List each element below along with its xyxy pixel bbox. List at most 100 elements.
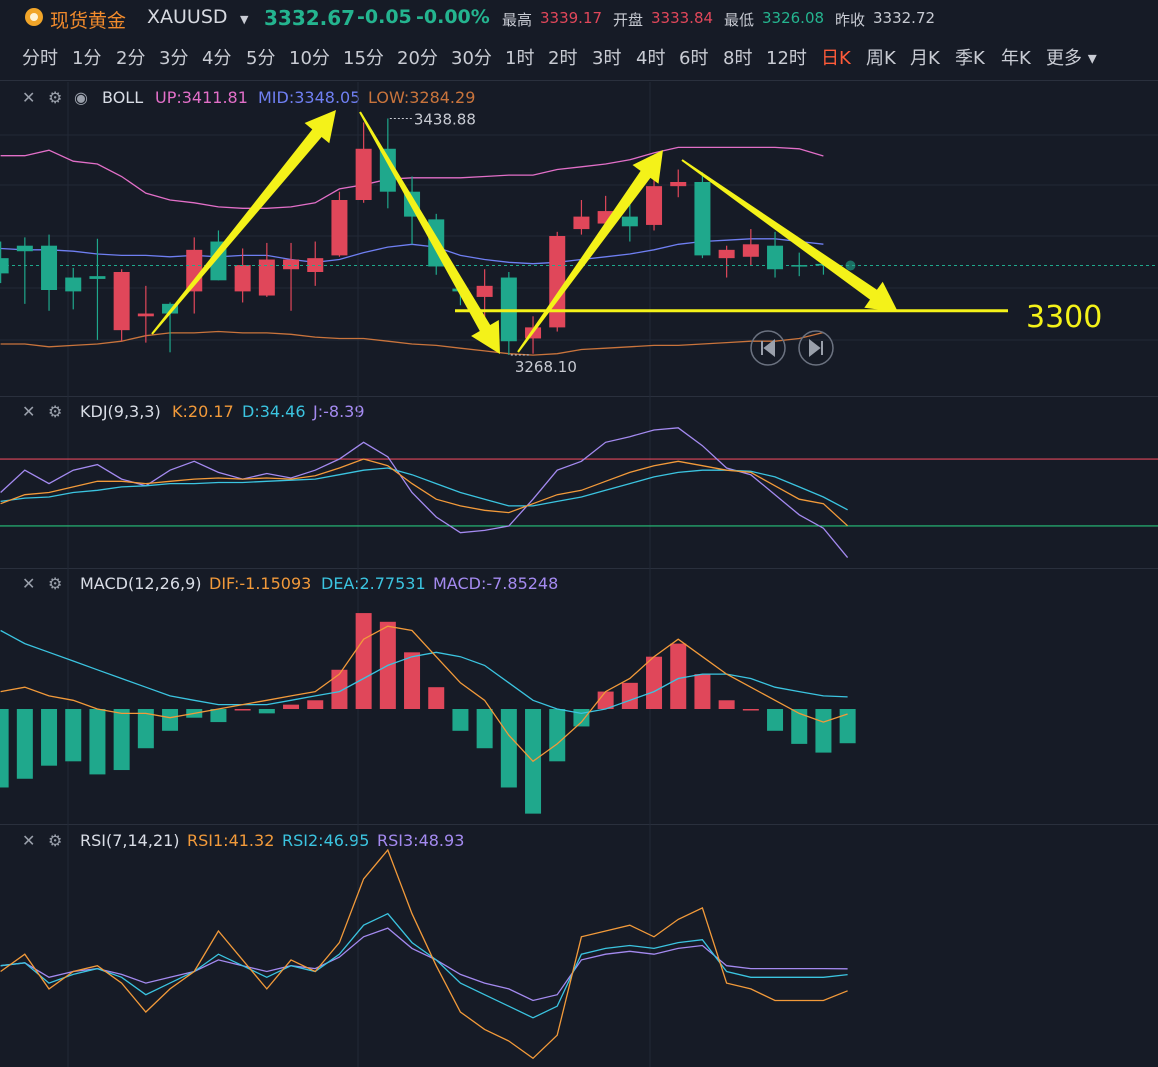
candle-body [113, 272, 130, 331]
close-icon[interactable]: ✕ [22, 402, 36, 421]
candle-body [137, 313, 154, 317]
tab-日K[interactable]: 日K [821, 48, 851, 69]
macd-histogram-bar [89, 709, 106, 775]
tab-1分[interactable]: 1分 [72, 48, 102, 69]
support-level-label: 3300 [1026, 300, 1102, 335]
tab-8时[interactable]: 8时 [723, 48, 753, 69]
tab-周K[interactable]: 周K [866, 48, 896, 69]
tab-30分[interactable]: 30分 [451, 48, 492, 69]
candle-body [234, 265, 251, 292]
candle-body [89, 276, 106, 279]
macd-histogram-bar [234, 709, 251, 711]
tab-4时[interactable]: 4时 [636, 48, 666, 69]
instrument-symbol[interactable]: XAUUSD [147, 6, 228, 28]
skip-forward-icon [809, 338, 823, 358]
candle-body [742, 244, 759, 257]
tab-1时[interactable]: 1时 [505, 48, 535, 69]
gear-icon[interactable]: ⚙ [48, 402, 63, 421]
close-icon[interactable]: ✕ [22, 574, 36, 593]
tab-月K[interactable]: 月K [910, 48, 940, 69]
boll-indicator-name: BOLL [102, 88, 144, 107]
tab-4分[interactable]: 4分 [202, 48, 232, 69]
candle-body [258, 259, 275, 296]
kdj-title-bar: ✕ ⚙ KDJ(9,3,3) K:20.17 D:34.46 J:-8.39 [0, 400, 1158, 424]
macd-histogram-bar [355, 613, 372, 709]
eye-icon[interactable]: ◉ [74, 88, 88, 107]
tab-6时[interactable]: 6时 [679, 48, 709, 69]
macd-indicator-name: MACD(12,26,9) [80, 574, 202, 593]
macd-histogram-bar [694, 674, 711, 709]
tab-2时[interactable]: 2时 [548, 48, 578, 69]
trend-arrow-down-2 [681, 159, 898, 312]
macd-dea-value: DEA:2.77531 [321, 574, 426, 593]
kdj-j-line [0, 427, 849, 559]
replay-forward-button [798, 330, 834, 366]
gear-icon[interactable]: ⚙ [48, 88, 63, 107]
macd-histogram-bar [670, 643, 687, 709]
macd-macd-value: MACD:-7.85248 [433, 574, 559, 593]
tab-10分[interactable]: 10分 [289, 48, 330, 69]
high-mark-label: 3438.88 [414, 110, 476, 128]
tab-15分[interactable]: 15分 [343, 48, 384, 69]
high-label: 最高 [502, 11, 533, 29]
tab-2分[interactable]: 2分 [116, 48, 146, 69]
tab-分时[interactable]: 分时 [22, 48, 58, 69]
macd-dif-line [0, 625, 848, 763]
macd-histogram-bar [16, 709, 33, 779]
candle-body [549, 236, 566, 328]
macd-histogram-bar [646, 656, 663, 709]
candle-body [307, 258, 324, 272]
close-icon[interactable]: ✕ [22, 88, 36, 107]
chevron-down-icon[interactable]: ▼ [240, 13, 249, 26]
macd-histogram-bar [549, 709, 566, 762]
kdj-k-value: K:20.17 [172, 402, 234, 421]
quote-header: 现货黄金 XAUUSD ▼ 3332.67 -0.05 -0.00% 最高 33… [0, 0, 1158, 36]
tab-20分[interactable]: 20分 [397, 48, 438, 69]
macd-histogram-bar [258, 709, 275, 714]
current-price-dot [845, 260, 856, 271]
kdj-j-value: J:-8.39 [313, 402, 365, 421]
kdj-indicator-name: KDJ(9,3,3) [80, 402, 161, 421]
macd-histogram-bar [791, 709, 808, 744]
boll-title-bar: ✕ ⚙ ◉ BOLL UP:3411.81 MID:3348.05 LOW:32… [0, 86, 1158, 110]
tab-3时[interactable]: 3时 [592, 48, 622, 69]
tab-12时[interactable]: 12时 [766, 48, 807, 69]
tab-3分[interactable]: 3分 [159, 48, 189, 69]
candle-body [621, 216, 638, 227]
macd-dif-value: DIF:-1.15093 [209, 574, 312, 593]
boll-lower-line [0, 330, 824, 356]
rsi1-value: RSI1:41.32 [187, 831, 275, 850]
candle-body [355, 148, 372, 200]
trend-arrow-up-1 [151, 110, 336, 335]
gear-icon[interactable]: ⚙ [48, 831, 63, 850]
macd-histogram-bar [621, 682, 638, 709]
tab-年K[interactable]: 年K [1001, 48, 1031, 69]
open-label: 开盘 [613, 11, 644, 29]
tab-5分[interactable]: 5分 [246, 48, 276, 69]
candle-body [767, 245, 784, 270]
candle-body [162, 303, 179, 314]
macd-histogram-bar [718, 700, 735, 709]
gear-icon[interactable]: ⚙ [48, 574, 63, 593]
candle-body [41, 245, 58, 290]
macd-histogram-bar [162, 709, 179, 731]
macd-histogram-bar [428, 687, 445, 709]
candle-body [283, 259, 300, 270]
tab-更多[interactable]: 更多 ▾ [1046, 48, 1097, 69]
candle-body [476, 285, 493, 297]
macd-histogram-bar [742, 709, 759, 711]
macd-histogram-bar [307, 700, 324, 709]
rsi2-line [0, 912, 848, 1019]
tab-季K[interactable]: 季K [955, 48, 985, 69]
macd-histogram-bar [476, 709, 493, 749]
macd-histogram-bar [210, 709, 227, 723]
low-value: 3326.08 [762, 9, 825, 27]
close-icon[interactable]: ✕ [22, 831, 36, 850]
high-value: 3339.17 [540, 9, 603, 27]
candle-body [694, 182, 711, 256]
replay-back-button [750, 330, 786, 366]
candle-body [646, 186, 663, 225]
macd-histogram-bar [404, 652, 421, 709]
macd-histogram-bar [767, 709, 784, 731]
